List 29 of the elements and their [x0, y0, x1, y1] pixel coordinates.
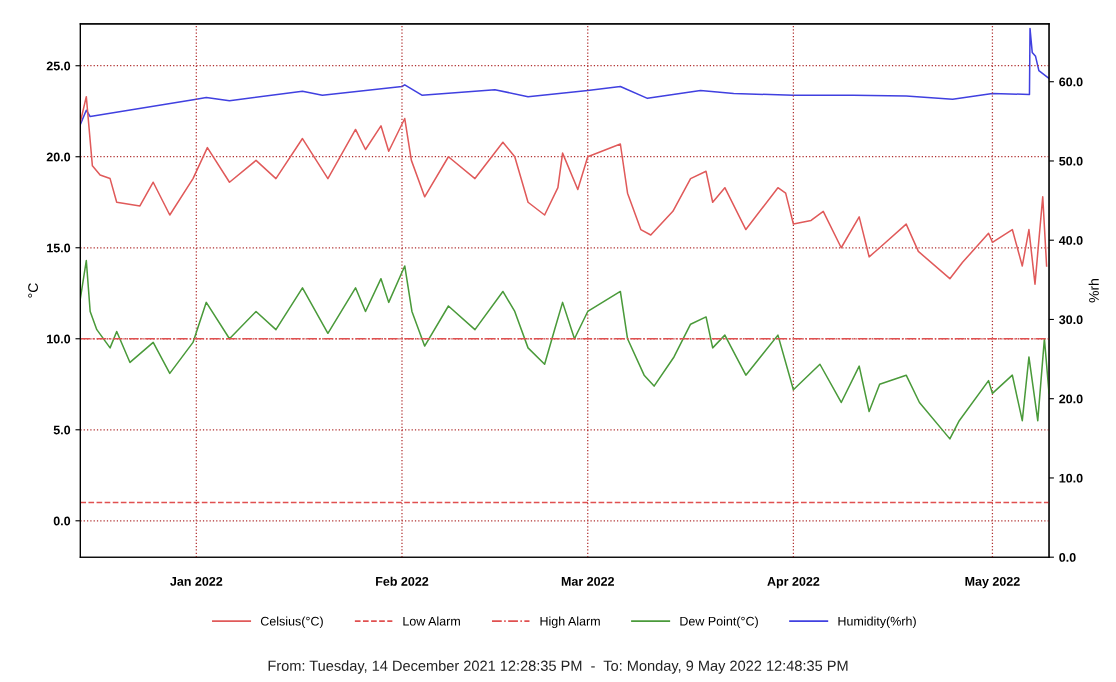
x-tick-label: Feb 2022 [376, 576, 429, 586]
line-series [80, 27, 1050, 126]
legend-label: Low Alarm [403, 616, 460, 626]
y2-tick-label: 40.0 [1058, 236, 1083, 245]
y-tick-label: 5.0 [53, 425, 71, 435]
y2-tick-label: 30.0 [1059, 315, 1083, 325]
legend-label: Dew Point(°C) [680, 616, 758, 629]
y2-tick-label: 20.0 [1059, 394, 1083, 404]
legend-label: High Alarm [540, 616, 600, 629]
legend-label: Humidity(%rh) [838, 616, 916, 629]
x-tick-label: Mar 2022 [561, 576, 614, 586]
y-tick-label: 10.0 [47, 334, 71, 344]
line-series [80, 259, 1050, 440]
y2-tick-label: 60.0 [1059, 77, 1083, 87]
y-tick-label: 20.0 [46, 152, 71, 162]
y2-tick-label: 0.0 [1059, 552, 1076, 562]
y-axis-title: °C [28, 283, 38, 298]
y2-tick-label: 10.0 [1059, 473, 1083, 483]
y-tick-label: 15.0 [47, 243, 71, 253]
y2-axis-title: %rh [1088, 279, 1099, 303]
line-series [80, 95, 1048, 285]
x-tick-label: May 2022 [965, 576, 1020, 589]
y-tick-label: 25.0 [46, 61, 71, 71]
x-tick-label: Jan 2022 [170, 576, 223, 586]
y-tick-label: 0.0 [53, 516, 71, 526]
y2-tick-label: 50.0 [1059, 156, 1083, 166]
legend-label: Celsius(°C) [260, 616, 323, 629]
text: From: Tuesday, 14 December 2021 12:28:35 PM - To: Monday, 9 May 2022 12:48:35 PM [268, 660, 848, 674]
x-tick-label: Apr 2022 [767, 576, 820, 589]
